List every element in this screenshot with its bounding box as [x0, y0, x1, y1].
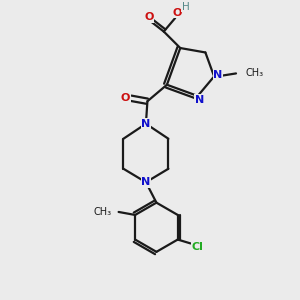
Text: N: N	[213, 70, 222, 80]
Text: N: N	[195, 94, 204, 105]
Text: N: N	[141, 119, 151, 129]
Text: O: O	[173, 8, 182, 18]
Text: CH₃: CH₃	[245, 68, 263, 78]
Text: Cl: Cl	[192, 242, 204, 252]
Text: H: H	[182, 2, 190, 12]
Text: O: O	[121, 93, 130, 103]
Text: N: N	[141, 177, 151, 187]
Text: O: O	[144, 12, 154, 22]
Text: CH₃: CH₃	[94, 207, 112, 217]
